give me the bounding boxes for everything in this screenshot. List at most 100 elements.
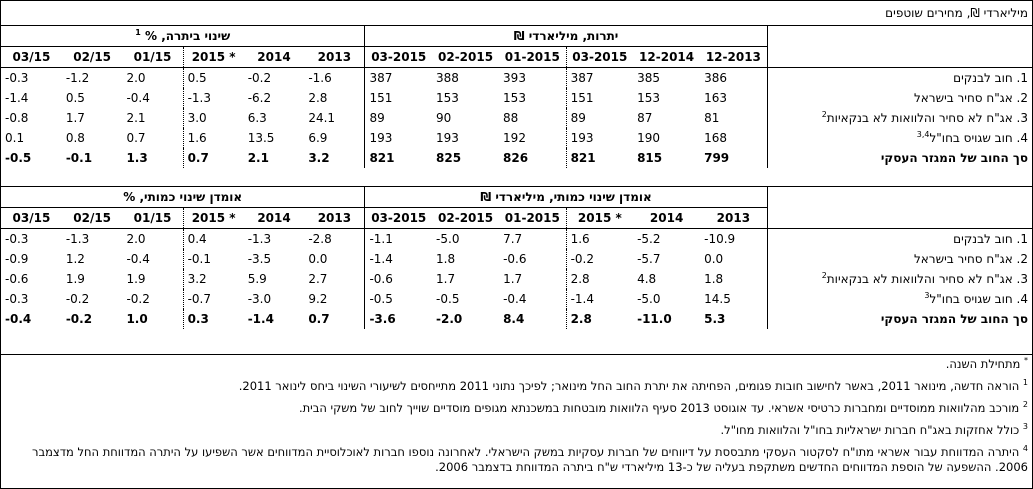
total-percent-cell: 2.1 <box>247 151 269 165</box>
percent-cell: 1.7 <box>65 111 85 125</box>
percent-cell: 2.8 <box>308 91 328 105</box>
percent-cell: -0.7 <box>182 289 244 309</box>
table-row: 4. חוב שגויס בחו"ל3,4 168 190 193 192 193 193 6… <box>1 128 1032 148</box>
percent-cell: 1.9 <box>126 272 146 286</box>
value-cell: 190 <box>637 131 660 145</box>
percent-cell: -3.0 <box>247 292 272 306</box>
table-row: 3. אג"ח לא סחיר והלוואות לא בנקאיות2 81 87… <box>1 108 1032 128</box>
group-header-changes-text: אומדן שינוי כמותי, % <box>123 190 243 204</box>
footnote-ref: 3 <box>924 291 930 300</box>
total-percent-cell: -0.1 <box>65 151 93 165</box>
row-label-text: 2. אג"ח סחיר בישראל <box>913 252 1028 266</box>
percent-cell: -2.8 <box>308 232 332 246</box>
total-value-cell: 815 <box>637 151 663 165</box>
footnote-mark: 4 <box>1022 444 1028 454</box>
total-value-cell: 825 <box>436 151 462 165</box>
percent-cell: 1.6 <box>182 128 244 148</box>
percent-cell: -1.2 <box>65 71 90 85</box>
column-header: 01-2015 <box>499 46 567 68</box>
footnote: * מתחילת השנה. <box>5 357 1028 372</box>
percent-cell: 3.2 <box>182 269 244 289</box>
footnotes: * מתחילת השנה. 1 הוראה חדשה, מינואר 2011,… <box>1 354 1032 484</box>
value-cell: -0.4 <box>503 292 527 306</box>
column-header: 2013 <box>304 46 365 68</box>
value-cell: -0.6 <box>364 269 433 289</box>
column-header: 2013 <box>304 207 365 229</box>
value-cell: -0.2 <box>565 249 634 269</box>
row-label: 4. חוב שגויס בחו"ל3,4 <box>766 128 1032 148</box>
column-header: 2014 <box>243 46 305 68</box>
total-percent-cell: 1.0 <box>126 312 148 326</box>
total-percent-cell: -0.4 <box>5 312 32 326</box>
footnote-ref: 2 <box>821 110 827 119</box>
total-value-cell: 821 <box>565 148 634 168</box>
total-value-cell: 5.3 <box>704 312 726 326</box>
footnote-text: מתחילת השנה. <box>945 357 1021 371</box>
footnote-text: היתרה המדווחת עבור אשראי מתו"ח לסקטור הע… <box>31 445 1028 474</box>
value-cell: 153 <box>436 91 459 105</box>
value-cell: -1.4 <box>364 249 433 269</box>
percent-cell: 24.1 <box>308 111 336 125</box>
value-cell: 89 <box>565 108 634 128</box>
value-cell: -0.5 <box>364 289 433 309</box>
percent-cell: 13.5 <box>247 131 275 145</box>
table-row: 3. אג"ח לא סחיר והלוואות לא בנקאיות2 1.8 4… <box>1 269 1032 289</box>
footnote-text: כולל אחזקות באג"ח חברות ישראליות בחו"ל ו… <box>720 423 1020 437</box>
footnote: 2 מורכב מהלוואות ממוסדיים ומחברות כרטיסי… <box>5 401 1028 416</box>
quantity-change-table-container: אומדן שינוי כמותי, מיליארדי ₪ אומדן שינוי… <box>1 187 1032 329</box>
group-header-levels: יתרות, מיליארדי ₪ <box>364 26 768 47</box>
row-label-text: 1. חוב לבנקים <box>953 232 1028 246</box>
table2-table: אומדן שינוי כמותי, מיליארדי ₪ אומדן שינוי… <box>1 187 1032 329</box>
column-header: 2013 <box>700 207 768 229</box>
column-header: 01/15 <box>122 46 184 68</box>
table-row: 4. חוב שגויס בחו"ל3 14.5 -5.0 -1.4 -0.4 -0.5-… <box>1 289 1032 309</box>
value-cell: 1.6 <box>565 228 634 249</box>
row-label-text: 3. אג"ח לא סחיר והלוואות לא בנקאיות <box>826 111 1028 125</box>
footnote: 3 כולל אחזקות באג"ח חברות ישראליות בחו"ל… <box>5 423 1028 438</box>
value-cell: -1.1 <box>364 228 433 249</box>
percent-cell: -1.3 <box>247 232 272 246</box>
row-label-text: 1. חוב לבנקים <box>953 71 1028 85</box>
total-label: סך החוב של המגזר העסקי <box>766 148 1032 168</box>
footnote-ref: 1 <box>135 28 141 37</box>
percent-cell: -0.1 <box>182 249 244 269</box>
value-cell: -5.0 <box>637 292 661 306</box>
group-header-changes: אומדן שינוי כמותי, % <box>1 187 365 208</box>
value-cell: 1.8 <box>704 272 724 286</box>
total-percent-cell: -0.5 <box>5 151 32 165</box>
total-value-cell: 799 <box>704 151 730 165</box>
value-cell: -1.4 <box>565 289 634 309</box>
percent-cell: -0.8 <box>5 111 29 125</box>
row-label-text: 4. חוב שגויס בחו"ל <box>929 131 1028 145</box>
value-cell: 4.8 <box>637 272 657 286</box>
value-cell: 14.5 <box>704 292 731 306</box>
value-cell: 388 <box>436 71 459 85</box>
value-cell: -0.5 <box>436 292 460 306</box>
value-cell: 151 <box>364 88 433 108</box>
value-cell: 0.0 <box>704 252 724 266</box>
percent-cell: 6.9 <box>308 131 328 145</box>
column-header: 03-2015 <box>565 46 634 68</box>
column-header: 12-2013 <box>700 46 768 68</box>
column-header: 02/15 <box>61 46 123 68</box>
percent-cell: 5.9 <box>247 272 267 286</box>
total-percent-cell: 3.2 <box>308 151 330 165</box>
column-header: 03/15 <box>1 207 62 229</box>
value-cell: -10.9 <box>704 232 736 246</box>
value-cell: 153 <box>637 91 660 105</box>
header-label-cell <box>766 26 1032 47</box>
footnote-mark: 2 <box>1022 400 1028 410</box>
footnote: 4 היתרה המדווחת עבור אשראי מתו"ח לסקטור … <box>5 445 1028 475</box>
column-header: 02-2015 <box>432 207 500 229</box>
percent-cell: -0.3 <box>5 71 29 85</box>
column-header: 2015 * <box>565 207 634 229</box>
column-header: 02/15 <box>61 207 123 229</box>
unit-label: מיליארדי ₪, מחירים שוטפים <box>1 1 1032 26</box>
header-label-cell <box>766 187 1032 208</box>
percent-cell: 6.3 <box>247 111 267 125</box>
group-header-row: יתרות, מיליארדי ₪ שינוי ביתרה, % 1 <box>1 26 1032 47</box>
column-header: 02-2015 <box>432 46 500 68</box>
value-cell: 88 <box>503 111 519 125</box>
group-header-row: אומדן שינוי כמותי, מיליארדי ₪ אומדן שינוי… <box>1 187 1032 208</box>
percent-cell: 0.0 <box>308 252 328 266</box>
